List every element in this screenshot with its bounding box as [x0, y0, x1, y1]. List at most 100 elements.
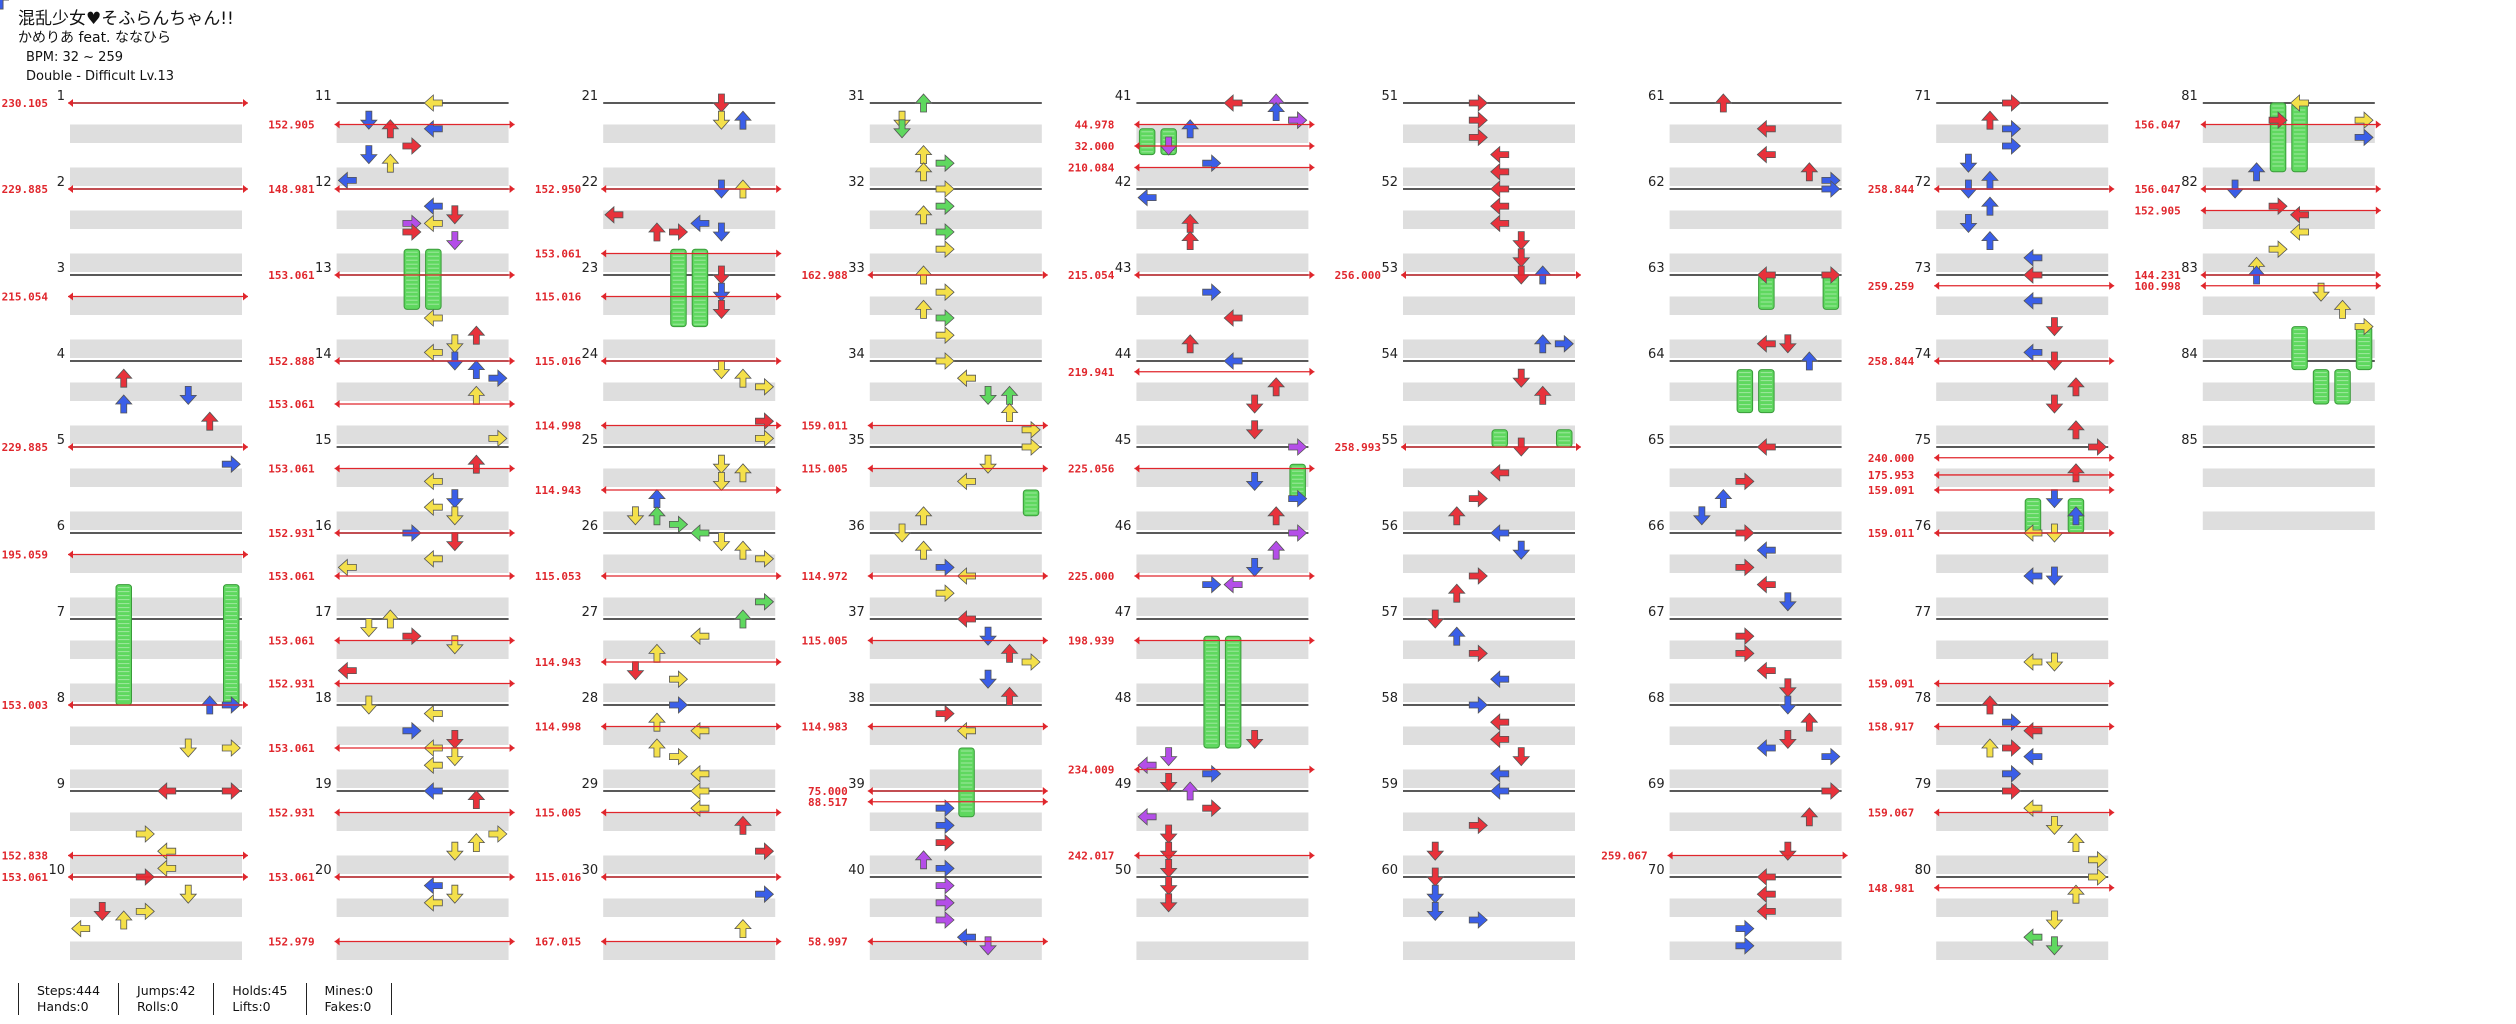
bpm-value: 230.105: [2, 97, 48, 110]
note-arrow: [1159, 876, 1178, 896]
note-arrow: [690, 524, 710, 542]
bpm-marker-left: [1134, 142, 1140, 150]
note-arrow: [935, 799, 955, 818]
beat-band: [603, 855, 776, 874]
bpm-marker-left: [68, 873, 73, 881]
note-arrow: [2354, 128, 2374, 147]
note-arrow: [956, 369, 976, 388]
note-arrow: [1821, 782, 1841, 800]
note-arrow: [755, 842, 775, 861]
note-arrow: [359, 618, 378, 638]
beat-band: [1936, 382, 2109, 401]
bpm-marker-left: [1934, 453, 1940, 462]
note-arrow: [445, 231, 464, 251]
bpm-marker-left: [1934, 529, 1940, 537]
bpm-marker-right: [2109, 281, 2115, 290]
beat-band: [1403, 898, 1575, 917]
bpm-value: 115.016: [535, 871, 582, 884]
bpm-marker-left: [334, 185, 340, 193]
bpm-value: 256.000: [1335, 269, 1381, 282]
beat-band: [1669, 210, 1842, 229]
beat-band: [1936, 726, 2109, 745]
bpm-marker-left: [1934, 679, 1940, 688]
note-arrow: [1159, 824, 1178, 844]
measure-number: 7: [57, 605, 65, 620]
measure-number: 79: [1915, 777, 1932, 792]
note-arrow: [734, 918, 752, 938]
bpm-value: 159.067: [1868, 807, 1914, 820]
note-arrow: [445, 747, 464, 767]
bpm-marker-left: [601, 937, 607, 946]
bpm-value: 198.939: [1068, 635, 1114, 648]
bpm-marker-right: [509, 572, 515, 580]
note-arrow: [2312, 282, 2330, 302]
note-arrow: [914, 506, 933, 526]
note-arrow: [2045, 936, 2064, 956]
note-arrow: [626, 506, 645, 526]
bpm-marker-right: [1309, 464, 1315, 473]
bpm-marker-right: [1842, 851, 1848, 860]
note-arrow: [755, 885, 775, 904]
bpm-value: 234.009: [1068, 764, 1114, 777]
hold-note: [1203, 635, 1220, 749]
beat-band: [1669, 683, 1842, 702]
note-arrow: [935, 558, 955, 577]
measure-number: 21: [582, 89, 599, 104]
note-arrow: [1245, 471, 1264, 492]
note-arrow: [893, 523, 911, 543]
bpm-layer: 230.105 229.885 215.054 229.885 195.059 153.0…: [2, 97, 2381, 949]
note-arrow: [1735, 644, 1755, 663]
beat-band: [1136, 124, 1309, 143]
note-arrow: [114, 910, 133, 930]
beat-band: [336, 597, 509, 616]
note-arrow: [935, 309, 955, 327]
note-arrow: [669, 696, 689, 714]
bpm-marker-left: [601, 292, 607, 301]
bpm-marker-right: [2109, 470, 2115, 479]
note-arrow: [2289, 94, 2309, 112]
bpm-marker-left: [68, 185, 73, 193]
beat-band: [1936, 597, 2109, 616]
note-arrow: [755, 429, 775, 448]
bpm-marker-left: [1401, 443, 1406, 451]
note-arrow: [1756, 266, 1776, 284]
beat-band: [603, 597, 776, 616]
note-arrow: [2354, 317, 2374, 336]
note-arrow: [445, 730, 464, 750]
beat-band: [2202, 382, 2375, 401]
note-arrow: [734, 609, 752, 629]
bpm-value: 229.885: [2, 441, 48, 454]
beat-band: [869, 296, 1042, 315]
note-arrow: [648, 738, 666, 758]
bpm-marker-right: [1309, 636, 1315, 645]
note-arrow: [2023, 653, 2043, 671]
bpm-value: 144.231: [2134, 269, 2181, 282]
bpm-marker-right: [509, 679, 515, 688]
bpm-marker-left: [867, 464, 873, 473]
beat-band: [1403, 855, 1575, 874]
beat-band: [70, 253, 242, 272]
bpm-marker-right: [243, 701, 248, 709]
bpm-marker-right: [509, 400, 515, 408]
bpm-marker-right: [1042, 937, 1048, 946]
beat-band: [1669, 769, 1842, 788]
bpm-value: 195.059: [2, 549, 48, 562]
note-arrow: [914, 93, 933, 113]
note-arrow: [690, 214, 710, 233]
note-arrow: [935, 180, 955, 198]
note-arrow: [1490, 463, 1510, 482]
bpm-marker-left: [1934, 185, 1940, 193]
measure-number: 39: [848, 777, 865, 792]
bpm-marker-right: [776, 873, 782, 881]
beat-band: [1136, 941, 1309, 960]
beat-band: [1136, 253, 1309, 272]
beat-band: [1136, 769, 1309, 788]
note-arrow: [337, 171, 357, 190]
chart-board-layer: 1234567891011121314151617181920212223242…: [48, 89, 2375, 960]
note-arrow: [179, 385, 198, 406]
beat-band: [70, 640, 242, 659]
stat-mines: Mines:0: [324, 983, 374, 998]
note-arrow: [1756, 575, 1776, 594]
bpm-marker-right: [2109, 357, 2115, 365]
beat-band: [1136, 554, 1309, 573]
